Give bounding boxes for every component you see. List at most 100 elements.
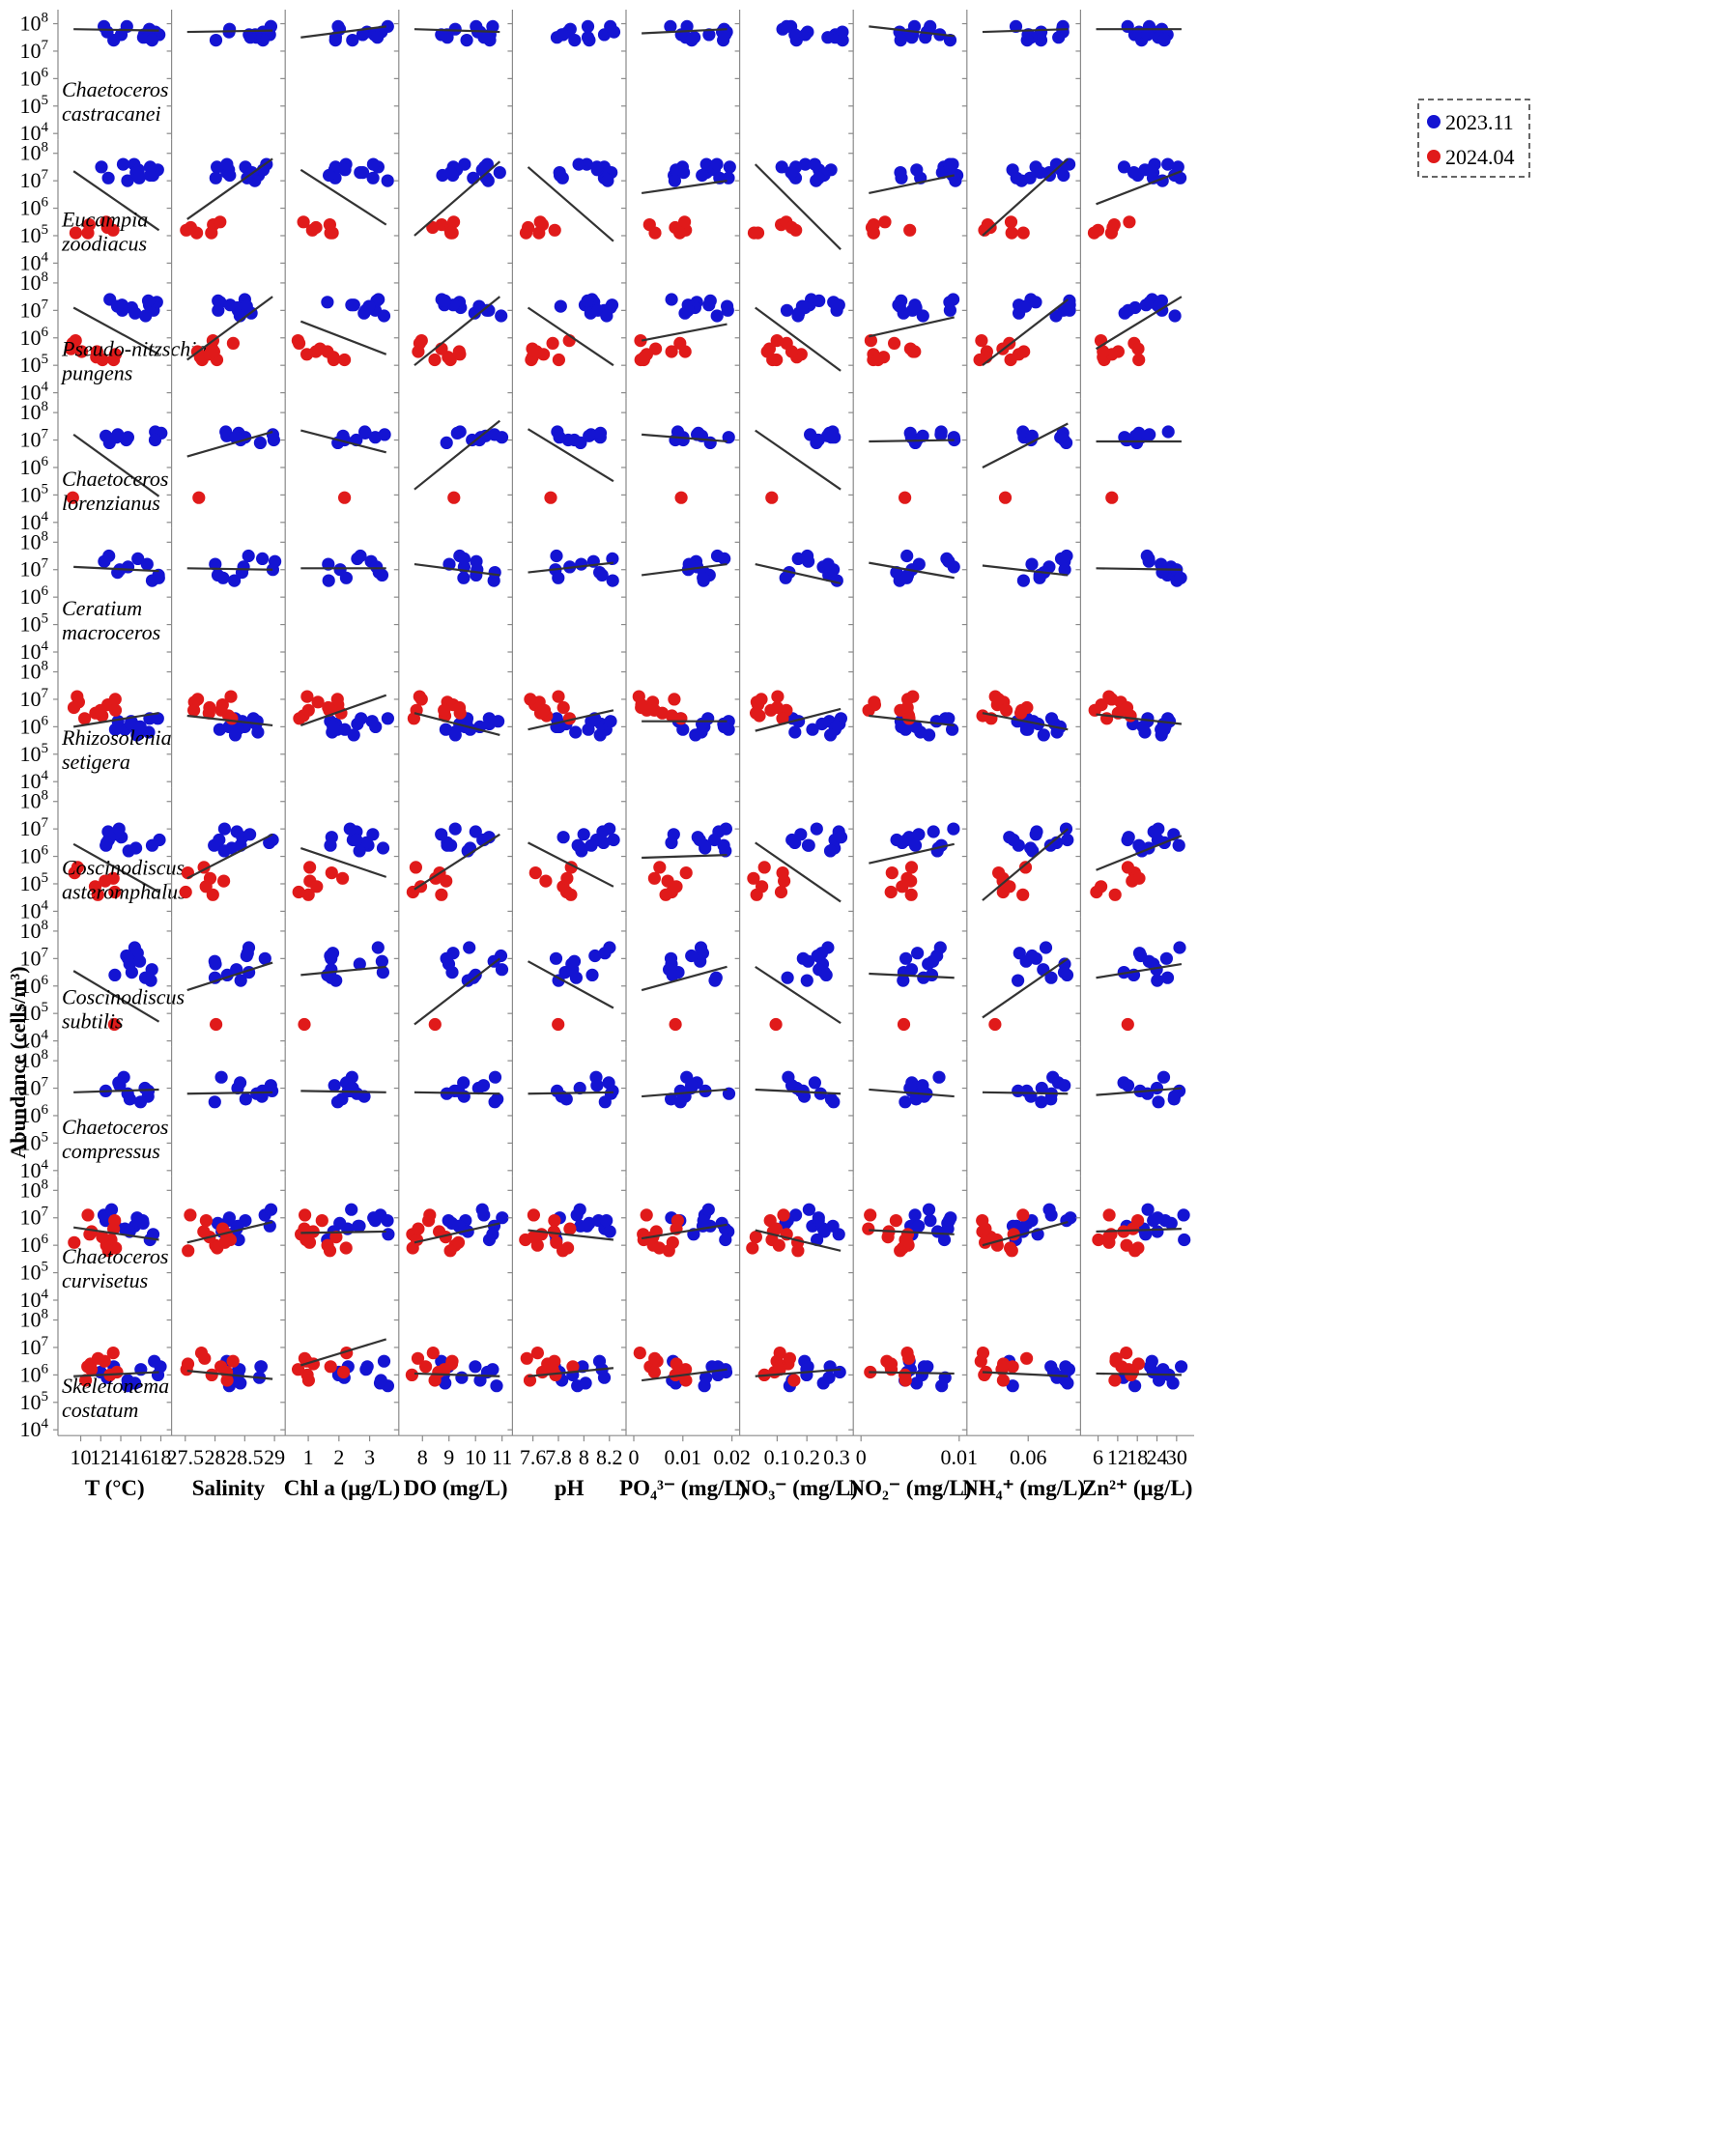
x-axis-title: NO₂⁻ (mg/L) <box>849 1476 972 1500</box>
point-2024-04 <box>452 345 466 358</box>
x-tick-label: 27.5 <box>167 1445 205 1469</box>
point-2023-11 <box>141 294 156 307</box>
point-2023-11 <box>943 303 957 317</box>
point-2024-04 <box>96 1231 109 1244</box>
point-2023-11 <box>808 157 821 171</box>
point-2023-11 <box>824 728 838 742</box>
point-2023-11 <box>1134 949 1148 963</box>
scatter-panel <box>507 527 619 658</box>
scatter-panel <box>507 658 617 788</box>
fit-line <box>641 965 728 992</box>
point-2024-04 <box>772 1238 785 1252</box>
point-2024-04 <box>783 1351 797 1365</box>
legend-label-2023: 2023.11 <box>1445 110 1514 134</box>
point-2023-11 <box>254 1360 268 1374</box>
point-2023-11 <box>697 571 710 584</box>
point-2023-11 <box>481 174 495 187</box>
scatter-panel <box>507 398 614 528</box>
point-2023-11 <box>575 557 588 571</box>
point-2023-11 <box>1156 1070 1171 1084</box>
point-2023-11 <box>812 1211 825 1225</box>
point-2023-11 <box>1155 728 1168 742</box>
point-2024-04 <box>291 334 304 348</box>
scatter-panel <box>848 398 961 528</box>
point-2024-04 <box>769 1017 783 1032</box>
scatter-panel <box>621 10 733 140</box>
fit-line <box>641 180 728 195</box>
x-axis-title: T (°C) <box>85 1476 145 1500</box>
point-2023-11 <box>223 298 237 312</box>
point-2023-11 <box>723 160 736 174</box>
point-2024-04 <box>669 1368 682 1381</box>
point-2024-04 <box>409 861 422 874</box>
point-2024-04 <box>1132 353 1146 367</box>
point-2023-11 <box>208 1095 221 1109</box>
point-2023-11 <box>143 160 157 174</box>
fit-line <box>414 296 501 367</box>
point-2023-11 <box>910 1376 924 1390</box>
point-2023-11 <box>556 28 570 42</box>
point-2023-11 <box>598 947 612 960</box>
y-tick-label: 107 <box>20 815 49 840</box>
point-2023-11 <box>438 294 452 307</box>
point-2024-04 <box>885 866 899 880</box>
point-2023-11 <box>1039 941 1053 954</box>
y-tick-label: 106 <box>20 65 49 90</box>
point-2023-11 <box>217 844 231 858</box>
point-2024-04 <box>184 220 197 235</box>
fit-line <box>869 174 955 195</box>
point-2023-11 <box>581 1219 594 1233</box>
point-2024-04 <box>679 1363 693 1376</box>
point-2024-04 <box>532 226 546 240</box>
fit-line <box>642 28 728 35</box>
point-2024-04 <box>908 345 922 358</box>
point-2024-04 <box>747 226 761 240</box>
point-2023-11 <box>222 1211 236 1225</box>
point-2023-11 <box>821 557 835 571</box>
scatter-panel <box>280 139 394 270</box>
scatter-panel <box>280 917 389 1047</box>
point-2023-11 <box>235 566 249 580</box>
point-2024-04 <box>218 1235 232 1249</box>
point-2024-04 <box>428 1017 442 1032</box>
x-tick-label: 29 <box>264 1445 285 1469</box>
point-2023-11 <box>1156 1363 1170 1376</box>
scatter-panel <box>1075 269 1183 399</box>
x-tick-label: 16 <box>130 1445 152 1469</box>
fit-line <box>414 712 500 736</box>
point-2024-04 <box>438 1363 451 1376</box>
fit-line <box>982 712 1069 731</box>
point-2023-11 <box>607 833 620 847</box>
point-2023-11 <box>209 557 222 571</box>
point-2023-11 <box>554 299 567 313</box>
point-2024-04 <box>750 888 763 901</box>
x-tick-label: 0.1 <box>764 1445 791 1469</box>
point-2023-11 <box>1166 1376 1180 1390</box>
scatter-panel <box>961 269 1076 399</box>
fit-line <box>869 439 955 443</box>
point-2023-11 <box>899 951 913 965</box>
point-2023-11 <box>573 1203 586 1216</box>
point-2023-11 <box>698 1379 711 1393</box>
point-2023-11 <box>903 1081 917 1095</box>
point-2023-11 <box>266 563 279 577</box>
point-2023-11 <box>442 1214 455 1228</box>
point-2023-11 <box>593 728 607 742</box>
point-2023-11 <box>381 1214 394 1228</box>
point-2023-11 <box>490 1379 503 1393</box>
point-2023-11 <box>673 1084 687 1097</box>
scatter-panel <box>280 269 391 399</box>
fit-line <box>528 960 614 1009</box>
point-2024-04 <box>1088 703 1101 717</box>
point-2023-11 <box>356 28 369 42</box>
point-2023-11 <box>473 1374 487 1387</box>
point-2023-11 <box>466 433 479 447</box>
x-tick-label: 28.5 <box>226 1445 264 1469</box>
y-tick-label: 108 <box>20 1307 49 1332</box>
point-2023-11 <box>894 34 907 47</box>
point-2023-11 <box>352 1219 365 1233</box>
point-2024-04 <box>669 1017 682 1032</box>
point-2023-11 <box>1033 571 1046 584</box>
